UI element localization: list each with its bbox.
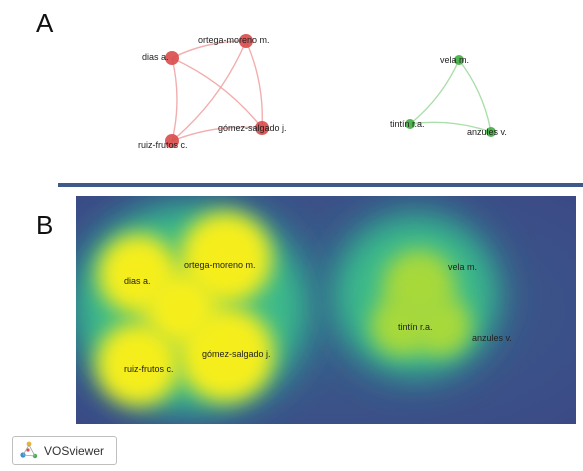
density-label-vela: vela m.: [448, 262, 477, 272]
link-dias-ruiz: [172, 58, 177, 141]
network-nodes: dias a. ortega-moreno m. ruiz-frutos c. góm…: [138, 34, 507, 150]
density-label-ortega: ortega-moreno m.: [184, 260, 256, 270]
vosviewer-logo-icon: [18, 440, 40, 462]
vosviewer-label: VOSviewer: [44, 444, 104, 458]
node-label-anzules: anzules v.: [467, 127, 507, 137]
node-label-tintin: tintín r.a.: [390, 119, 425, 129]
panel-label-b: B: [36, 210, 53, 241]
density-label-gomez: gómez-salgado j.: [202, 349, 271, 359]
node-label-dias: dias a.: [142, 52, 169, 62]
vosviewer-badge: VOSviewer: [12, 436, 117, 465]
density-hotspot-4: [143, 270, 219, 346]
link-vela-anzules: [459, 60, 491, 132]
density-label-tintin: tintín r.a.: [398, 322, 433, 332]
density-label-dias: dias a.: [124, 276, 151, 286]
node-label-vela: vela m.: [440, 55, 469, 65]
node-label-ortega: ortega-moreno m.: [198, 35, 270, 45]
node-label-ruiz: ruiz-frutos c.: [138, 140, 188, 150]
link-vela-tintin: [410, 60, 459, 124]
network-visualization: dias a. ortega-moreno m. ruiz-frutos c. góm…: [0, 0, 583, 180]
density-label-anzules: anzules v.: [472, 333, 512, 343]
node-label-gomez: gómez-salgado j.: [218, 123, 287, 133]
link-ortega-gomez: [246, 41, 262, 128]
density-label-ruiz: ruiz-frutos c.: [124, 364, 174, 374]
density-visualization: dias a. ortega-moreno m. ruiz-frutos c. góm…: [76, 196, 576, 424]
section-divider: [58, 183, 583, 187]
